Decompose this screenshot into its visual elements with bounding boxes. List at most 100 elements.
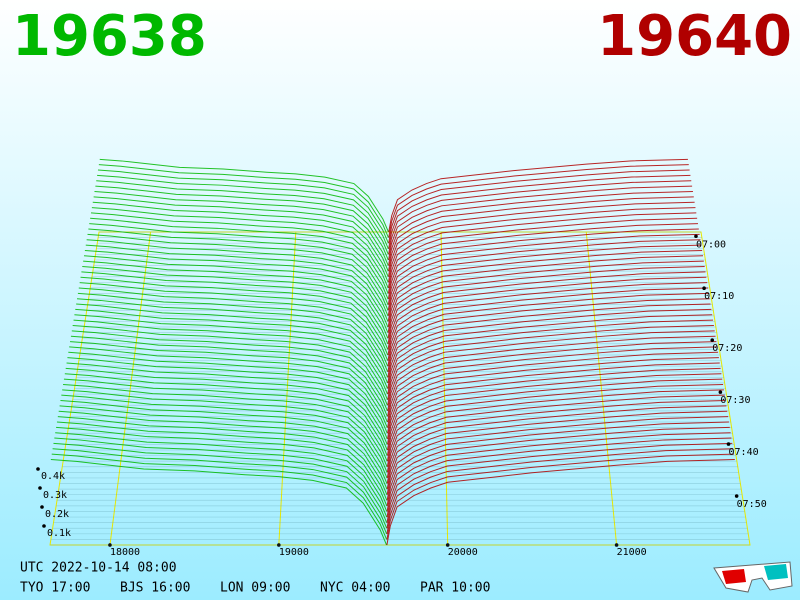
price-tick <box>108 543 112 547</box>
bid-depth-line <box>65 367 388 451</box>
bid-depth-line <box>93 196 389 272</box>
time-tick-label: 07:30 <box>720 395 750 406</box>
ask-depth-line <box>387 260 704 339</box>
depth-tick-label: 0.3k <box>43 490 67 501</box>
bid-depth-line <box>55 432 388 518</box>
ask-depth-line <box>387 314 713 395</box>
bid-depth-line <box>60 400 388 484</box>
ask-depth-line <box>387 228 699 305</box>
bid-depth-line <box>51 453 388 540</box>
bid-depth-line <box>64 373 388 456</box>
bid-depth-line <box>80 276 389 356</box>
depth-tick <box>42 524 46 528</box>
ask-depth-line <box>387 239 701 316</box>
bid-depth-line <box>97 174 389 249</box>
ask-depth-line <box>387 282 708 361</box>
bid-depth-line <box>90 217 389 294</box>
ask-depth-line <box>387 212 697 288</box>
bid-depth-line <box>67 357 388 439</box>
time-tick <box>710 338 715 342</box>
time-tick <box>694 234 698 239</box>
bid-depth-line <box>56 421 388 507</box>
city-times: TYO 17:00 BJS 16:00 LON 09:00 NYC 04:00 PAR … <box>20 581 490 596</box>
ask-depth-line <box>388 180 692 255</box>
ask-depth-line <box>387 276 707 356</box>
ask-depth-line <box>386 453 734 540</box>
price-tick-label: 18000 <box>110 547 140 558</box>
ask-depth-line <box>386 448 734 534</box>
bid-depth-line <box>99 158 389 233</box>
ask-depth-line <box>386 432 731 518</box>
time-tick-label: 07:00 <box>696 239 726 250</box>
bid-depth-line <box>54 437 388 523</box>
ask-depth-line <box>387 298 710 378</box>
ask-depth-line <box>387 201 695 277</box>
ask-depth-line <box>386 410 728 495</box>
bid-depth-line <box>63 383 388 467</box>
ask-depth-line <box>386 442 733 529</box>
depth-tick <box>36 467 40 471</box>
bid-depth-line <box>89 223 389 300</box>
ask-depth-line <box>387 223 698 300</box>
city-time: NYC 04:00 <box>320 581 390 596</box>
ask-depth-line <box>388 196 694 272</box>
ask-depth-line <box>387 292 709 372</box>
bid-depth-line <box>61 394 388 479</box>
ask-depth-line <box>386 389 724 473</box>
bid-depth-line <box>86 239 389 317</box>
ask-price: 19640 <box>597 4 792 69</box>
depth-tick-label: 0.4k <box>41 471 65 482</box>
city-time: BJS 16:00 <box>120 581 190 596</box>
bid-depth-line <box>66 362 388 445</box>
bid-depth-line <box>91 207 389 283</box>
price-grid-line <box>109 231 152 546</box>
bid-depth-line <box>58 410 388 495</box>
ask-depth-line <box>386 394 725 479</box>
bid-depth-line <box>83 260 389 339</box>
city-time: LON 09:00 <box>220 581 290 596</box>
bid-depth-line <box>94 190 389 266</box>
bid-depth-line <box>88 228 389 305</box>
time-tick <box>734 494 739 498</box>
bid-price: 19638 <box>12 4 207 69</box>
bid-depth-line <box>76 303 389 384</box>
bid-depth-line <box>69 346 388 428</box>
price-grid-line <box>440 231 449 546</box>
ask-depth-line <box>386 405 727 490</box>
bid-depth-line <box>85 244 389 322</box>
time-tick-label: 07:40 <box>729 447 759 458</box>
bid-depth-line <box>73 319 388 400</box>
ask-depth-line <box>387 287 709 367</box>
price-tick-label: 19000 <box>279 547 309 558</box>
ask-depth-line <box>388 190 693 266</box>
bid-depth-line <box>53 442 388 529</box>
price-tick <box>277 543 281 547</box>
ask-depth-line <box>387 335 716 417</box>
bid-depth-line <box>84 249 389 328</box>
price-grid-line <box>278 231 297 546</box>
ask-depth-line <box>387 233 700 311</box>
ask-depth-line <box>387 255 704 333</box>
bid-depth-line <box>87 233 389 311</box>
time-tick <box>726 442 731 446</box>
bid-depth-line <box>81 271 389 350</box>
ask-depth-line <box>387 271 706 350</box>
ask-depth-line <box>387 266 705 344</box>
ask-depth-line <box>387 207 696 283</box>
ask-depth-line <box>388 169 690 244</box>
ask-depth-line <box>387 319 714 400</box>
price-tick <box>445 543 450 547</box>
ask-depth-line <box>388 164 689 238</box>
ask-depth-line <box>388 185 693 261</box>
bid-depth-line <box>82 266 389 344</box>
ask-depth-line <box>387 346 718 428</box>
ask-depth-line <box>387 357 719 439</box>
bid-depth-line <box>98 164 389 238</box>
ask-depth-line <box>386 437 732 523</box>
ask-depth-line <box>387 330 715 411</box>
ask-depth-line <box>387 308 712 389</box>
bid-depth-line <box>63 378 388 462</box>
utc-time: UTC 2022-10-14 08:00 <box>20 561 177 576</box>
bid-depth-line <box>62 389 388 473</box>
